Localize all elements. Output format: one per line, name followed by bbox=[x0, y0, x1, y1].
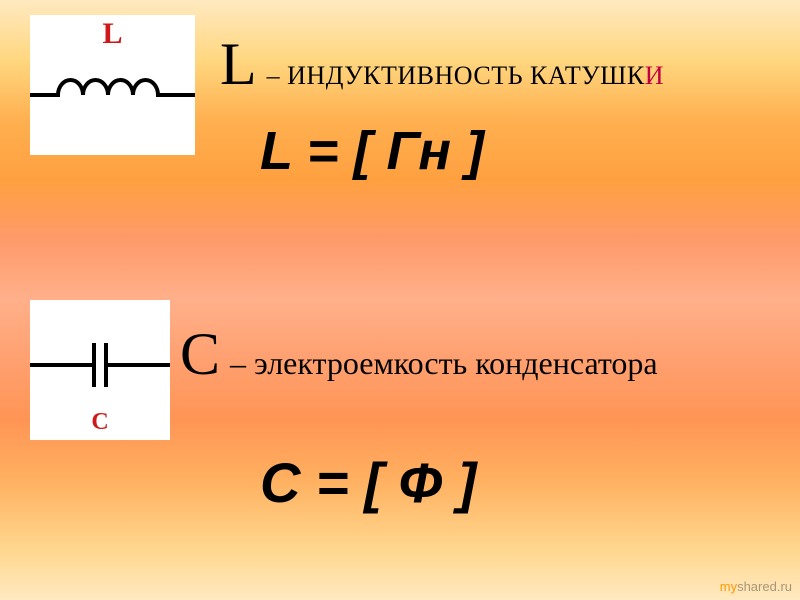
title-main: ИНДУКТИВНОСТЬ КАТУШК bbox=[287, 61, 645, 90]
wm-suffix: shared.ru bbox=[737, 579, 792, 594]
inductor-title: L – ИНДУКТИВНОСТЬ КАТУШКИ bbox=[220, 30, 664, 99]
inductor-formula: L = [ Гн ] bbox=[260, 120, 484, 182]
inductor-icon bbox=[30, 45, 195, 125]
title2-main: электроемкость конденсатора bbox=[254, 345, 658, 381]
dash: – bbox=[267, 61, 288, 90]
inductor-symbol-box: L bbox=[30, 15, 195, 155]
section-capacitor: С С – электроемкость конденсатора C = [ … bbox=[0, 300, 800, 590]
inductor-letter: L bbox=[102, 17, 122, 51]
capacitor-title: С – электроемкость конденсатора bbox=[180, 320, 658, 389]
capacitor-title-symbol: С bbox=[180, 320, 220, 389]
dash2: – bbox=[230, 345, 254, 381]
section-inductor: L L – ИНДУКТИВНОСТЬ КАТУШКИ L = [ Гн ] bbox=[0, 10, 800, 290]
capacitor-icon bbox=[30, 325, 170, 415]
capacitor-symbol-box: С bbox=[30, 300, 170, 440]
watermark: myshared.ru bbox=[720, 579, 792, 594]
capacitor-letter: С bbox=[91, 409, 108, 436]
capacitor-formula: C = [ Ф ] bbox=[260, 450, 476, 515]
title-accent: И bbox=[645, 61, 664, 90]
inductor-title-text: – ИНДУКТИВНОСТЬ КАТУШКИ bbox=[267, 61, 664, 91]
wm-accent: my bbox=[720, 579, 737, 594]
inductor-title-symbol: L bbox=[220, 30, 257, 99]
capacitor-title-text: – электроемкость конденсатора bbox=[230, 345, 658, 382]
